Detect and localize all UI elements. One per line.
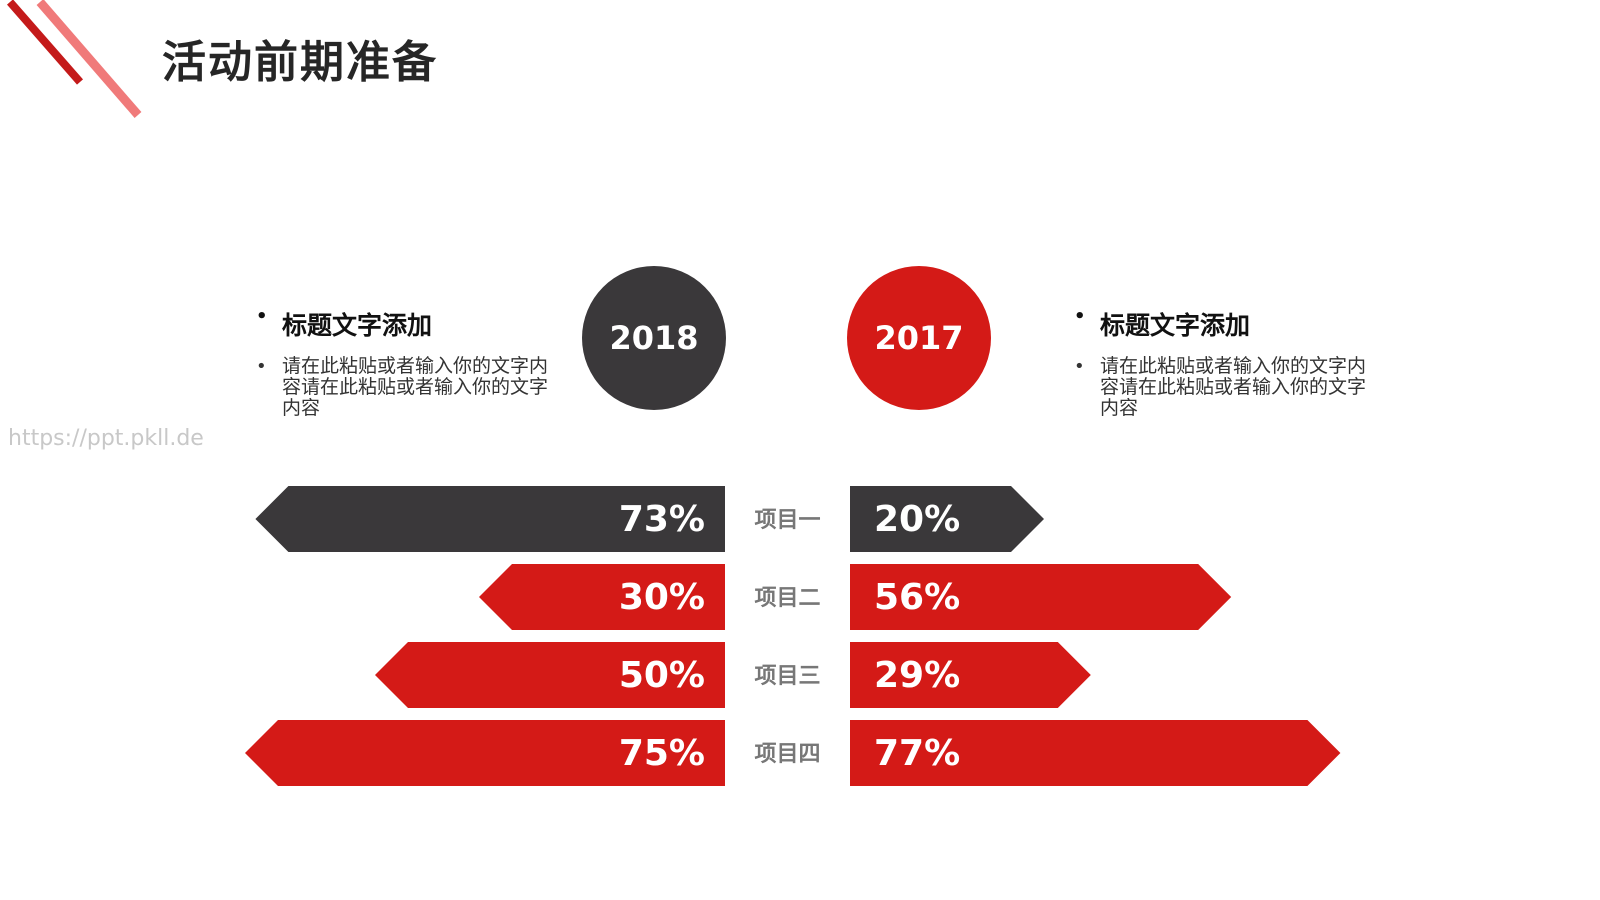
year-circle — [847, 266, 991, 410]
value-label: 29% — [874, 655, 960, 696]
value-label: 73% — [619, 499, 705, 540]
bar — [850, 642, 1091, 708]
value-label: 56% — [874, 577, 960, 618]
bar — [479, 564, 725, 630]
decor-line — [36, 0, 142, 118]
value-label: 77% — [874, 733, 960, 774]
bar — [255, 486, 725, 552]
note-heading: 标题文字添加 — [1074, 306, 1370, 342]
category-label: 项目三 — [754, 664, 820, 689]
note-text: 请在此粘贴或者输入你的文字内容请在此粘贴或者输入你的文字内容 — [256, 356, 552, 419]
value-label: 20% — [874, 499, 960, 540]
legend-label: 2017 — [874, 319, 963, 357]
note: 标题文字添加 请在此粘贴或者输入你的文字内容请在此粘贴或者输入你的文字内容 — [256, 306, 552, 419]
value-label: 50% — [619, 655, 705, 696]
year-circle — [582, 266, 726, 410]
category-label: 项目一 — [754, 508, 820, 533]
bar — [245, 720, 725, 786]
legend-label: 2018 — [609, 319, 698, 357]
bar — [850, 564, 1232, 630]
bar — [375, 642, 725, 708]
bar — [850, 486, 1044, 552]
category-label: 项目四 — [754, 742, 820, 767]
value-label: 30% — [619, 577, 705, 618]
watermark: https://ppt.pkll.de — [8, 426, 204, 451]
slide-title: 活动前期准备 — [162, 37, 438, 88]
value-label: 75% — [619, 733, 705, 774]
note-text: 请在此粘贴或者输入你的文字内容请在此粘贴或者输入你的文字内容 — [1074, 356, 1370, 419]
category-label: 项目二 — [754, 586, 820, 611]
bar — [850, 720, 1341, 786]
note: 标题文字添加 请在此粘贴或者输入你的文字内容请在此粘贴或者输入你的文字内容 — [1074, 306, 1370, 419]
decor-line — [6, 0, 84, 85]
note-heading: 标题文字添加 — [256, 306, 552, 342]
